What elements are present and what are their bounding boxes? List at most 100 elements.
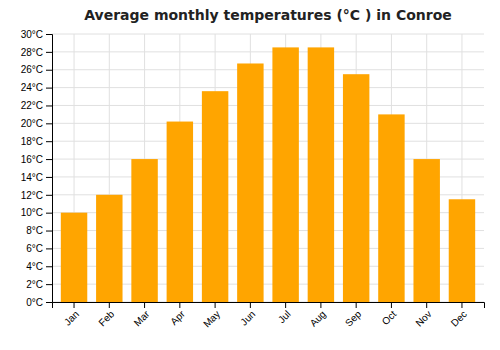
tick: 20°C [21, 118, 52, 129]
chart: 0°C 2°C 4°C 6°C 8°C 10°C 12°C 14°C 16°C 18°C 20°C 2… [0, 0, 500, 350]
bars [61, 47, 475, 302]
tick: 8°C [26, 225, 52, 236]
bar [167, 122, 193, 302]
tick-mark [46, 248, 52, 249]
grid-line [52, 69, 484, 70]
grid [52, 34, 484, 302]
tick-mark [46, 70, 52, 71]
tick-mark [461, 302, 462, 308]
title: Average monthly temperatures (°C ) in Co… [84, 7, 452, 23]
bar [413, 159, 439, 302]
tick: Jul [276, 302, 293, 325]
tick: Jun [238, 302, 257, 328]
tick-mark [250, 302, 251, 308]
tick-mark [285, 302, 286, 308]
tick-mark [215, 302, 216, 308]
tick-label: Jun [238, 308, 257, 327]
bar [272, 47, 298, 302]
tick-label: Jan [62, 308, 81, 327]
tick: Feb [96, 302, 116, 328]
tick-label: Oct [380, 308, 399, 327]
tick-mark [46, 195, 52, 196]
tick: May [201, 302, 222, 330]
tick-mark [356, 302, 357, 308]
bar [343, 74, 369, 302]
tick-mark [46, 34, 52, 35]
tick-label: 22°C [21, 100, 43, 111]
tick-mark [46, 213, 52, 214]
tick-label: Sep [343, 308, 364, 329]
tick-label: 30°C [21, 29, 43, 40]
tick-mark [46, 141, 52, 142]
tick-label: Nov [413, 308, 433, 328]
tick-mark [144, 302, 145, 308]
plot: 0°C 2°C 4°C 6°C 8°C 10°C 12°C 14°C 16°C 18°C 20°C 2… [21, 29, 485, 330]
tick-label: 10°C [21, 207, 43, 218]
tick: Sep [343, 302, 364, 329]
tick: Apr [168, 302, 187, 327]
tick-label: 24°C [21, 82, 43, 93]
tick-mark [46, 52, 52, 53]
bar [237, 63, 263, 302]
tick: 0°C [26, 297, 52, 308]
tick: 12°C [21, 190, 52, 201]
tick-mark [109, 302, 110, 308]
tick: Mar [132, 302, 152, 328]
tick-label: Aug [308, 308, 328, 328]
tick-label: 16°C [21, 154, 43, 165]
tick-label: May [201, 308, 222, 329]
tick-label: 12°C [21, 190, 43, 201]
tick: 30°C [21, 29, 52, 40]
tick-mark [179, 302, 180, 308]
tick: 26°C [21, 64, 52, 75]
tick: 4°C [26, 261, 52, 272]
tick-label: 8°C [26, 225, 43, 236]
tick: Aug [308, 302, 328, 329]
y-axis: 0°C 2°C 4°C 6°C 8°C 10°C 12°C 14°C 16°C 18°C 20°C 2… [21, 29, 53, 308]
tick-mark [46, 159, 52, 160]
tick-mark [46, 302, 52, 303]
tick: 24°C [21, 82, 52, 93]
grid-line [52, 51, 484, 52]
bar [202, 91, 228, 302]
tick-mark [46, 105, 52, 106]
tick-mark [320, 302, 321, 308]
tick: 10°C [21, 207, 52, 218]
tick-label: Dec [449, 308, 469, 328]
tick-label: 14°C [21, 172, 43, 183]
tick: 28°C [21, 47, 52, 58]
tick-label: Feb [96, 308, 116, 328]
bar [96, 195, 122, 302]
tick-label: 0°C [26, 297, 43, 308]
tick-mark [46, 123, 52, 124]
tick-label: 6°C [26, 243, 43, 254]
tick: 16°C [21, 154, 52, 165]
tick: Dec [449, 302, 469, 329]
tick-mark [74, 302, 75, 308]
tick-mark [46, 88, 52, 89]
tick-label: 18°C [21, 136, 43, 147]
grid-line [52, 34, 484, 35]
bar [131, 159, 157, 302]
tick-label: Jul [276, 308, 293, 325]
tick-mark [46, 266, 52, 267]
tick: Oct [380, 302, 399, 327]
tick-mark [426, 302, 427, 308]
tick-label: Mar [132, 308, 152, 328]
axis-line [53, 303, 485, 309]
tick-mark [46, 177, 52, 178]
tick-label: 2°C [26, 279, 43, 290]
tick: 6°C [26, 243, 52, 254]
bar [449, 199, 475, 302]
tick-mark [391, 302, 392, 308]
tick: 18°C [21, 136, 52, 147]
tick: 2°C [26, 279, 52, 290]
axis-line [46, 35, 53, 303]
tick-label: 20°C [21, 118, 43, 129]
tick: Nov [413, 302, 433, 329]
grid-line [52, 105, 484, 106]
tick-label: 26°C [21, 64, 43, 75]
bar [308, 47, 334, 302]
bar [61, 213, 87, 302]
tick: Jan [62, 302, 81, 328]
